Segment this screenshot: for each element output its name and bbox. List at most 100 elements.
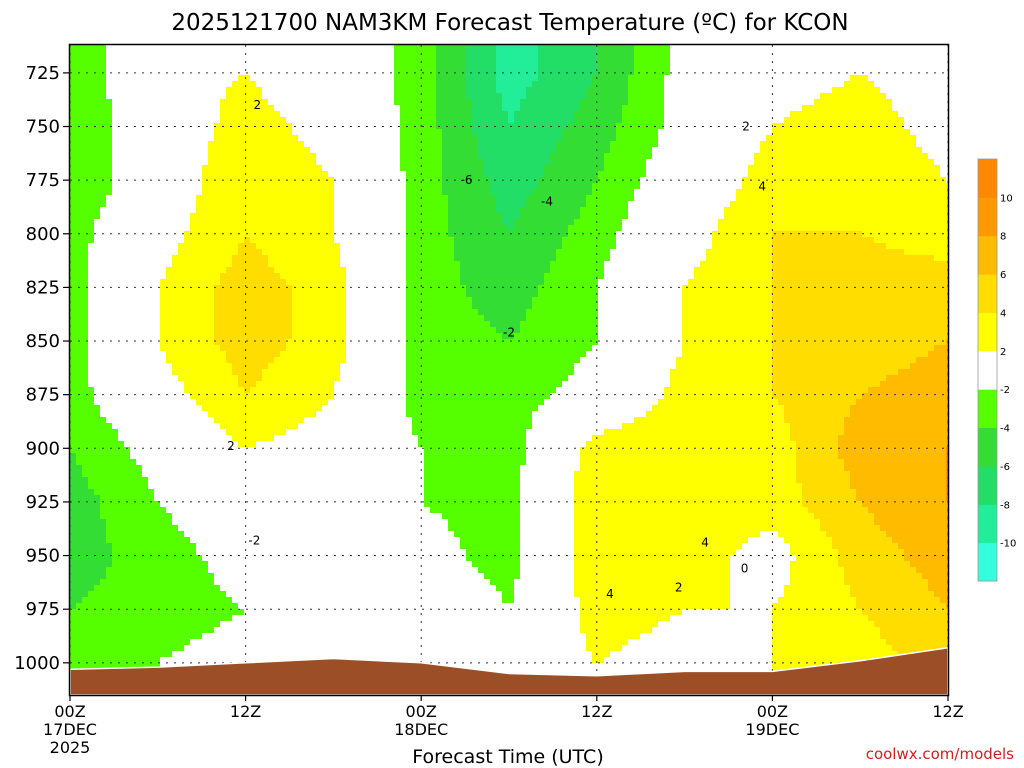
field-cell [160, 627, 167, 634]
field-cell [340, 273, 347, 280]
field-cell [274, 93, 281, 100]
field-cell [76, 69, 83, 76]
field-cell [202, 213, 209, 220]
field-cell [118, 507, 125, 514]
field-cell [232, 339, 239, 346]
field-cell [322, 261, 329, 268]
field-cell [94, 663, 101, 670]
field-cell [100, 465, 107, 472]
field-cell [220, 471, 227, 478]
field-cell [106, 105, 113, 112]
field-cell [148, 369, 155, 376]
field-cell [334, 549, 341, 556]
field-cell [286, 141, 293, 148]
field-cell [238, 537, 245, 544]
field-cell [142, 525, 149, 532]
field-cell [118, 663, 125, 670]
field-cell [124, 567, 131, 574]
field-cell [202, 81, 209, 88]
field-cell [274, 651, 281, 658]
field-cell [202, 579, 209, 586]
field-cell [112, 381, 119, 388]
field-cell [136, 525, 143, 532]
field-cell [76, 219, 83, 226]
field-cell [292, 477, 299, 484]
field-cell [82, 195, 89, 202]
field-cell [262, 387, 269, 394]
field-cell [94, 513, 101, 520]
field-cell [106, 171, 113, 178]
field-cell [226, 165, 233, 172]
field-cell [220, 411, 227, 418]
field-cell [148, 195, 155, 202]
field-cell [298, 357, 305, 364]
field-cell [184, 81, 191, 88]
field-cell [82, 531, 89, 538]
field-cell [106, 399, 113, 406]
field-cell [304, 219, 311, 226]
field-cell [136, 207, 143, 214]
field-cell [154, 249, 161, 256]
field-cell [118, 615, 125, 622]
field-cell [316, 219, 323, 226]
field-cell [250, 129, 257, 136]
field-cell [130, 603, 137, 610]
field-cell [148, 579, 155, 586]
field-cell [166, 549, 173, 556]
field-cell [328, 357, 335, 364]
field-cell [280, 363, 287, 370]
field-cell [142, 51, 149, 58]
field-cell [256, 627, 263, 634]
field-cell [256, 525, 263, 532]
field-cell [310, 519, 317, 526]
field-cell [154, 345, 161, 352]
field-cell [262, 225, 269, 232]
field-cell [244, 201, 251, 208]
field-cell [142, 159, 149, 166]
field-cell [286, 609, 293, 616]
field-cell [208, 219, 215, 226]
field-cell [94, 417, 101, 424]
field-cell [178, 537, 185, 544]
field-cell [178, 471, 185, 478]
field-cell [244, 213, 251, 220]
field-cell [226, 45, 233, 52]
field-cell [76, 321, 83, 328]
field-cell [334, 465, 341, 472]
field-cell [148, 357, 155, 364]
field-cell [112, 141, 119, 148]
field-cell [244, 429, 251, 436]
field-cell [322, 231, 329, 238]
field-cell [274, 639, 281, 646]
field-cell [160, 165, 167, 172]
field-cell [88, 507, 95, 514]
field-cell [310, 627, 317, 634]
field-cell [196, 195, 203, 202]
field-cell [274, 291, 281, 298]
field-cell [334, 459, 341, 466]
field-cell [304, 633, 311, 640]
field-cell [280, 297, 287, 304]
field-cell [238, 243, 245, 250]
field-cell [292, 579, 299, 586]
field-cell [88, 501, 95, 508]
field-cell [118, 231, 125, 238]
field-cell [334, 543, 341, 550]
field-cell [88, 297, 95, 304]
field-cell [160, 327, 167, 334]
field-cell [214, 489, 221, 496]
field-cell [94, 45, 101, 52]
field-cell [274, 507, 281, 514]
field-cell [76, 645, 83, 652]
field-cell [88, 381, 95, 388]
field-cell [232, 147, 239, 154]
field-cell [196, 465, 203, 472]
field-cell [280, 423, 287, 430]
field-cell [316, 357, 323, 364]
field-cell [214, 189, 221, 196]
field-cell [310, 117, 317, 124]
field-cell [76, 393, 83, 400]
field-cell [70, 279, 77, 286]
field-cell [286, 585, 293, 592]
field-cell [304, 345, 311, 352]
